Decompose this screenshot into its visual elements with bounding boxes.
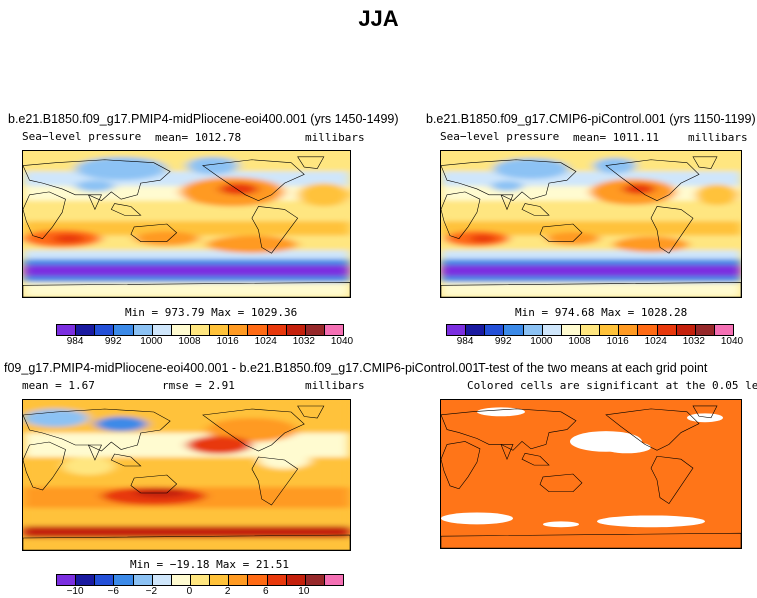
panel1-colorbar <box>56 324 344 336</box>
colorbar-tick-label: −2 <box>145 586 158 597</box>
colorbar-tick-label: 992 <box>494 336 512 347</box>
colorbar-box <box>210 575 230 585</box>
panel2-variable: Sea−level pressure <box>440 130 560 143</box>
colorbar-box <box>286 325 306 335</box>
colorbar-tick-label: 1008 <box>568 336 591 347</box>
colorbar-tick-label: 1032 <box>682 336 705 347</box>
colorbar-box <box>580 325 601 335</box>
colorbar-box <box>286 575 306 585</box>
colorbar-box <box>324 325 344 335</box>
colorbar-box <box>57 575 77 585</box>
colorbar-box <box>190 575 211 585</box>
colorbar-box <box>676 325 696 335</box>
panel3-colorbar-labels: −10 −6 −2 0 2 6 10 <box>56 586 342 598</box>
panel1-map <box>22 150 351 298</box>
colorbar-tick-label: 1016 <box>606 336 629 347</box>
panel3-rmse: rmse = 2.91 <box>162 379 235 392</box>
colorbar-tick-label: 1016 <box>216 336 239 347</box>
panel2-minmax: Min = 974.68 Max = 1028.28 <box>515 306 688 319</box>
panel2-map <box>440 150 742 298</box>
colorbar-box <box>171 575 191 585</box>
colorbar-box <box>523 325 543 335</box>
colorbar-tick-label: −10 <box>66 586 84 597</box>
colorbar-box <box>714 325 734 335</box>
colorbar-box <box>229 575 249 585</box>
colorbar-box <box>305 325 325 335</box>
colorbar-tick-label: 984 <box>66 336 84 347</box>
panel2-colorbar-labels: 984 992 1000 1008 1016 1024 1032 1040 <box>446 336 743 348</box>
panel3-units: millibars <box>305 379 365 392</box>
colorbar-box <box>657 325 677 335</box>
colorbar-tick-label: −6 <box>107 586 119 597</box>
colorbar-box <box>695 325 715 335</box>
colorbar-box <box>561 325 581 335</box>
colorbar-box <box>267 575 287 585</box>
colorbar-box <box>542 325 562 335</box>
colorbar-box <box>57 325 77 335</box>
colorbar-box <box>210 325 230 335</box>
colorbar-tick-label: 1040 <box>720 336 744 347</box>
colorbar-tick-label: 1000 <box>140 336 163 347</box>
panel2-units: millibars <box>688 131 748 144</box>
panel1-minmax: Min = 973.79 Max = 1029.36 <box>125 306 298 319</box>
colorbar-box <box>324 575 344 585</box>
colorbar-tick-label: 984 <box>456 336 474 347</box>
colorbar-box <box>171 325 191 335</box>
colorbar-box <box>114 325 134 335</box>
colorbar-tick-label: 1040 <box>330 336 354 347</box>
figure-title: JJA <box>358 6 399 31</box>
colorbar-box <box>95 325 115 335</box>
panel3-mean: mean = 1.67 <box>22 379 95 392</box>
colorbar-box <box>600 325 620 335</box>
colorbar-tick-label: 10 <box>298 586 310 597</box>
colorbar-tick-label: 1032 <box>292 336 315 347</box>
panel4-subtitle: Colored cells are significant at the 0.0… <box>467 379 757 392</box>
colorbar-tick-label: 1000 <box>530 336 553 347</box>
panel2-colorbar <box>446 324 734 336</box>
panel4-map <box>440 399 742 549</box>
colorbar-box <box>485 325 505 335</box>
panel3-minmax: Min = −19.18 Max = 21.51 <box>130 558 289 571</box>
colorbar-box <box>619 325 639 335</box>
panel4-title: T-test of the two means at each grid poi… <box>478 361 708 375</box>
panel1-colorbar-labels: 984 992 1000 1008 1016 1024 1032 1040 <box>56 336 353 348</box>
panel1-units: millibars <box>305 131 365 144</box>
colorbar-tick-label: 1008 <box>178 336 201 347</box>
panel1-title: b.e21.B1850.f09_g17.PMIP4-midPliocene-eo… <box>8 112 399 126</box>
colorbar-box <box>76 575 96 585</box>
panel3-title: f09_g17.PMIP4-midPliocene-eoi400.001 - b… <box>4 361 480 375</box>
colorbar-box <box>248 575 268 585</box>
colorbar-box <box>114 575 134 585</box>
colorbar-tick-label: 1024 <box>254 336 277 347</box>
colorbar-box <box>229 325 249 335</box>
panel1-variable: Sea−level pressure <box>22 130 142 143</box>
colorbar-box <box>267 325 287 335</box>
colorbar-box <box>76 325 96 335</box>
colorbar-box <box>447 325 467 335</box>
colorbar-box <box>504 325 524 335</box>
colorbar-tick-label: 1024 <box>644 336 667 347</box>
colorbar-box <box>133 575 153 585</box>
colorbar-tick-label: 992 <box>104 336 122 347</box>
colorbar-box <box>152 575 172 585</box>
colorbar-tick-label: 6 <box>262 586 269 597</box>
colorbar-tick-label: 2 <box>224 586 231 597</box>
panel2-title: b.e21.B1850.f09_g17.CMIP6-piControl.001 … <box>426 112 756 126</box>
colorbar-tick-label: 0 <box>186 586 193 597</box>
panel2-mean: mean= 1011.11 <box>573 131 660 144</box>
colorbar-box <box>638 325 658 335</box>
colorbar-box <box>152 325 172 335</box>
panel3-map <box>22 399 351 551</box>
colorbar-box <box>305 575 325 585</box>
panel3-colorbar <box>56 574 344 586</box>
colorbar-box <box>190 325 211 335</box>
colorbar-box <box>133 325 153 335</box>
colorbar-box <box>466 325 486 335</box>
panel1-mean: mean= 1012.78 <box>155 131 242 144</box>
colorbar-box <box>95 575 115 585</box>
colorbar-box <box>248 325 268 335</box>
